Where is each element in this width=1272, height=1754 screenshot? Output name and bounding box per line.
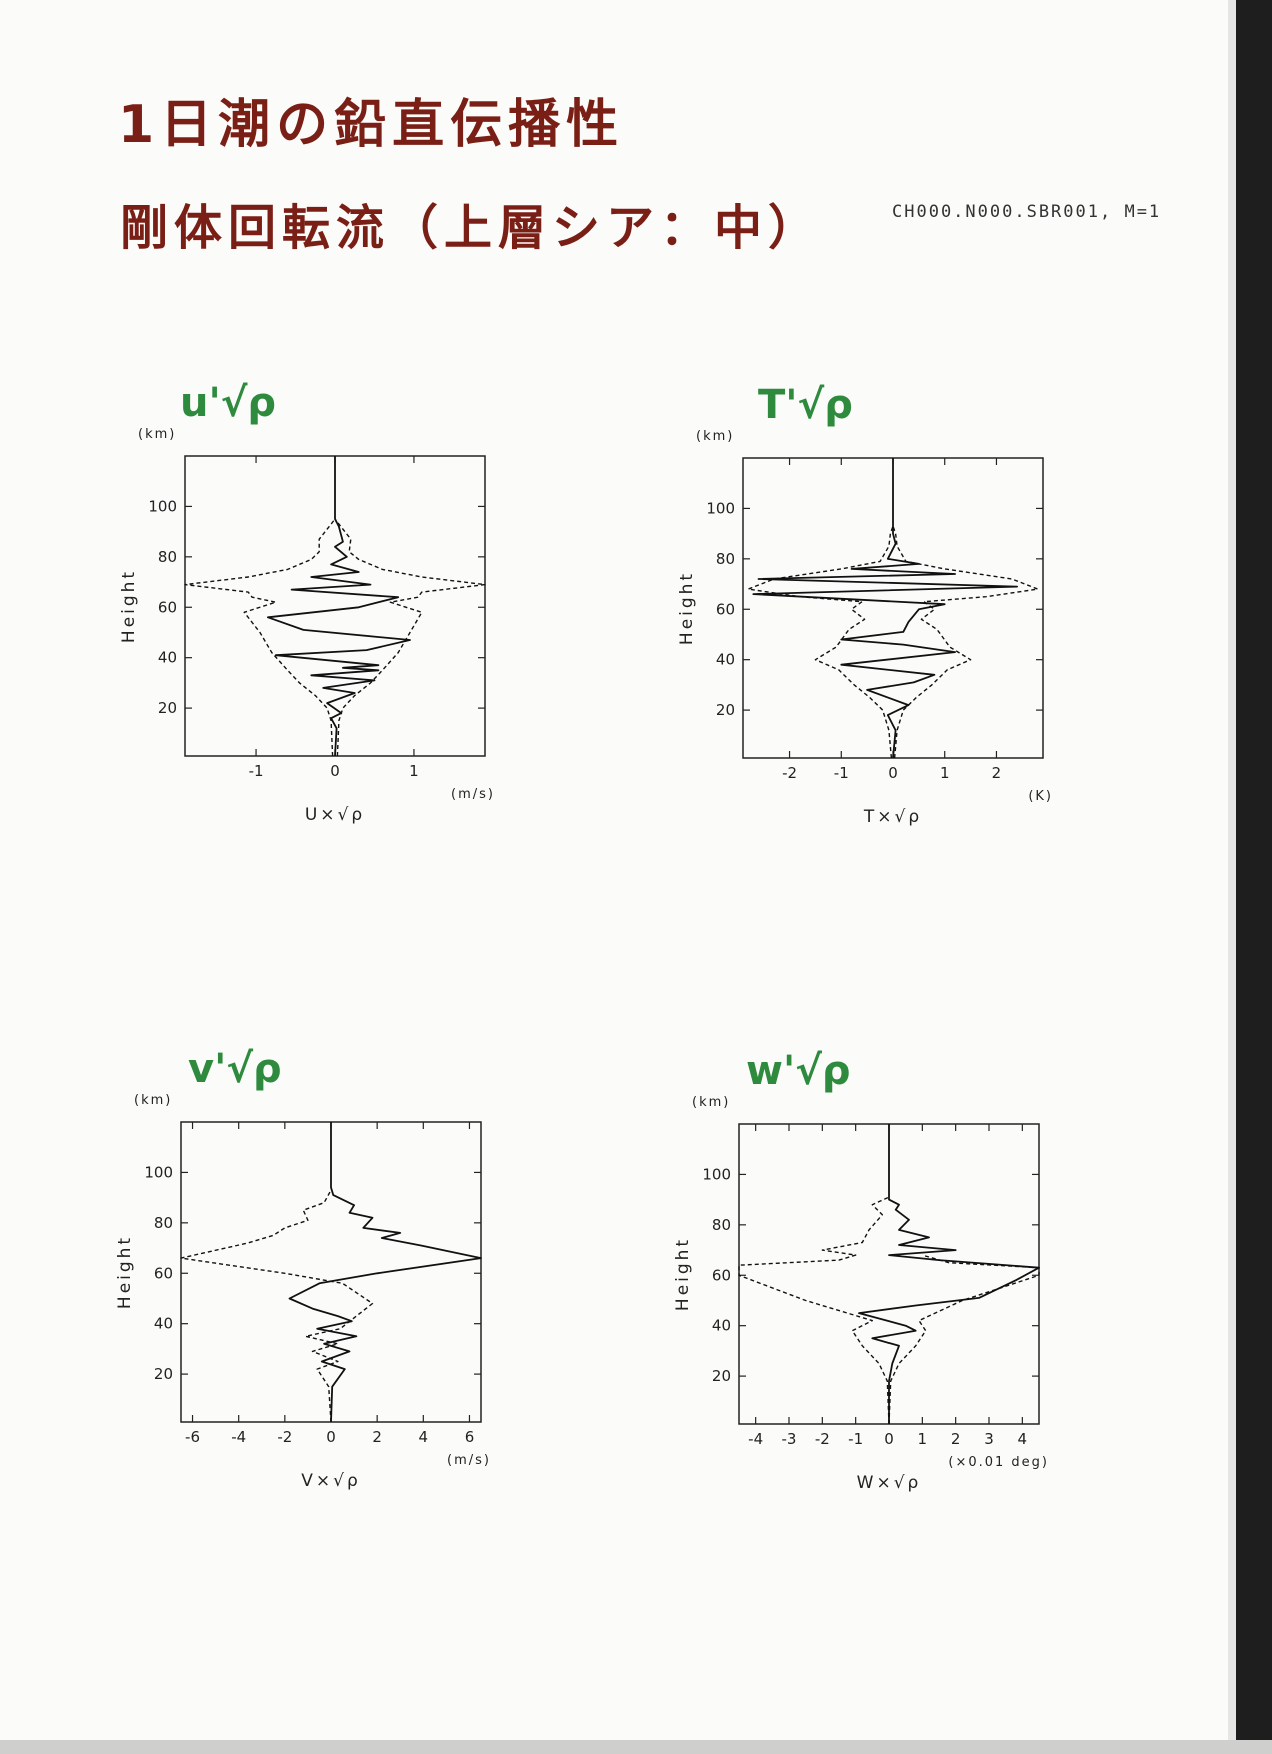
- chart-v: 20 40 60 80 100 -6 -4 -2 0 2 4 6 (km) Height (m/s) V×√ρ: [115, 1093, 491, 1491]
- y-tick-label: 80: [158, 548, 177, 566]
- profile-solid-line: [752, 458, 1018, 759]
- x-tick-label: -4: [231, 1428, 246, 1446]
- x-tick-label: 2: [372, 1428, 382, 1446]
- x-tick-label: 2: [951, 1430, 961, 1448]
- chart-annotation: u'√ρ: [180, 380, 277, 426]
- chart-u: 20 40 60 80 100 -1 0 1 (km) Height (m/s) U×√ρ: [119, 427, 495, 825]
- x-tick-label: -2: [782, 764, 797, 782]
- x-tick-label: 0: [884, 1430, 894, 1448]
- y-tick-label: 20: [716, 701, 735, 719]
- scanner-bottom-border: [0, 1740, 1272, 1754]
- page-title: 1日潮の鉛直伝播性: [118, 95, 625, 155]
- x-tick-label: 0: [326, 1428, 336, 1446]
- x-tick-label: 4: [419, 1428, 429, 1446]
- y-tick-label: 60: [154, 1264, 173, 1282]
- y-tick-label: 20: [712, 1367, 731, 1385]
- y-tick-label: 20: [154, 1365, 173, 1383]
- x-tick-label: -2: [815, 1430, 830, 1448]
- chart-panel-t: T'√ρ 20 40 60 80 100 -2 -1 0 1 2 (km) Height (K) T×√ρ: [658, 382, 1218, 902]
- x-tick-label: 1: [409, 762, 419, 780]
- y-axis-label: Height: [115, 1235, 135, 1309]
- chart-panel-v: v'√ρ 20 40 60 80 100 -6 -4 -2 0 2 4 6 (km) Height (m/s…: [96, 1046, 656, 1566]
- y-tick-label: 40: [154, 1315, 173, 1333]
- chart-panel-u: u'√ρ 20 40 60 80 100 -1 0 1 (km) Height (m/s) U×√ρ: [100, 380, 660, 900]
- x-tick-label: -1: [249, 762, 264, 780]
- y-tick-label: 80: [712, 1216, 731, 1234]
- x-tick-label: -4: [748, 1430, 763, 1448]
- y-tick-label: 100: [706, 499, 735, 517]
- envelope-dashed-line: [180, 1189, 374, 1423]
- y-tick-label: 60: [716, 600, 735, 618]
- y-tick-label: 20: [158, 699, 177, 717]
- y-tick-label: 40: [716, 651, 735, 669]
- x-tick-label: -1: [848, 1430, 863, 1448]
- y-unit-label: (km): [696, 429, 734, 444]
- x-unit-label: (×0.01 deg): [948, 1455, 1049, 1470]
- x-tick-label: 6: [465, 1428, 475, 1446]
- y-tick-label: 100: [148, 497, 177, 515]
- x-axis-label: W×√ρ: [857, 1473, 922, 1493]
- y-tick-label: 100: [702, 1165, 731, 1183]
- x-tick-label: 0: [888, 764, 898, 782]
- x-tick-label: -3: [782, 1430, 797, 1448]
- y-tick-label: 60: [158, 598, 177, 616]
- y-tick-label: 100: [144, 1163, 173, 1181]
- y-unit-label: (km): [138, 427, 176, 442]
- envelope-dashed-line: [334, 518, 486, 757]
- page-shadow: [1228, 0, 1236, 1754]
- x-axis-label: V×√ρ: [301, 1471, 361, 1491]
- profile-solid-line: [267, 456, 411, 757]
- envelope-dashed-line: [738, 1196, 890, 1425]
- envelope-dashed-line: [184, 518, 336, 757]
- x-unit-label: (m/s): [447, 1453, 491, 1468]
- x-axis-label: T×√ρ: [863, 807, 922, 827]
- y-unit-label: (km): [134, 1093, 172, 1108]
- y-tick-label: 40: [158, 649, 177, 667]
- x-tick-label: -6: [185, 1428, 200, 1446]
- y-axis-label: Height: [119, 569, 139, 643]
- envelope-dashed-line: [888, 1254, 1040, 1425]
- y-axis-label: Height: [673, 1237, 693, 1311]
- x-tick-label: 3: [984, 1430, 994, 1448]
- chart-w: 20 40 60 80 100 -4 -3 -2 -1 0 1 2 3 4 (km) Height (×0.01…: [673, 1095, 1049, 1493]
- y-tick-label: 80: [154, 1214, 173, 1232]
- envelope-dashed-line: [892, 525, 1039, 759]
- page-subtitle: 剛体回転流（上層シア：中）: [120, 200, 823, 256]
- y-tick-label: 40: [712, 1317, 731, 1335]
- chart-panel-w: w'√ρ 20 40 60 80 100 -4 -3 -2 -1 0 1 2 3 4 (km) Height (…: [654, 1048, 1214, 1568]
- chart-annotation: v'√ρ: [188, 1046, 282, 1092]
- chart-annotation: T'√ρ: [758, 382, 853, 428]
- x-unit-label: (m/s): [451, 787, 495, 802]
- y-unit-label: (km): [692, 1095, 730, 1110]
- y-axis-label: Height: [677, 571, 697, 645]
- x-tick-label: 4: [1018, 1430, 1028, 1448]
- chart-t: 20 40 60 80 100 -2 -1 0 1 2 (km) Height (K) T×√ρ: [677, 429, 1053, 827]
- chart-annotation: w'√ρ: [746, 1048, 851, 1094]
- x-axis-label: U×√ρ: [305, 805, 365, 825]
- run-id-label: CH000.N000.SBR001, M=1: [892, 202, 1162, 222]
- x-unit-label: (K): [1028, 789, 1053, 804]
- y-tick-label: 60: [712, 1266, 731, 1284]
- x-tick-label: 1: [940, 764, 950, 782]
- x-tick-label: 1: [918, 1430, 928, 1448]
- x-tick-label: 0: [330, 762, 340, 780]
- y-tick-label: 80: [716, 550, 735, 568]
- envelope-dashed-line: [747, 525, 894, 759]
- x-tick-label: 2: [992, 764, 1002, 782]
- x-tick-label: -1: [834, 764, 849, 782]
- x-tick-label: -2: [277, 1428, 292, 1446]
- profile-solid-line: [288, 1122, 482, 1423]
- scanner-border: [1236, 0, 1272, 1754]
